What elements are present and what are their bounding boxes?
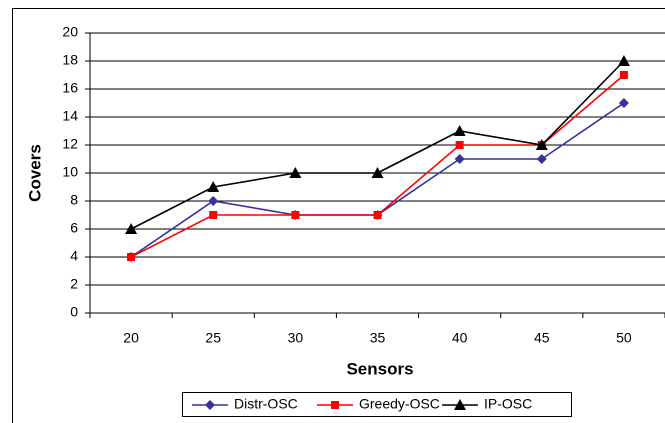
data-point bbox=[455, 141, 464, 149]
data-point bbox=[619, 71, 628, 79]
y-axis-title: Covers bbox=[25, 144, 44, 202]
data-point bbox=[371, 167, 384, 178]
x-axis-title: Sensors bbox=[346, 359, 413, 378]
data-point bbox=[208, 196, 219, 206]
y-tick-label: 14 bbox=[62, 108, 78, 124]
series-line bbox=[130, 74, 625, 258]
y-tick-label: 0 bbox=[70, 304, 78, 320]
y-tick-label: 20 bbox=[62, 24, 78, 40]
x-tick-label: 40 bbox=[452, 330, 468, 346]
legend-marker bbox=[331, 401, 339, 409]
x-tick-label: 25 bbox=[205, 330, 221, 346]
data-point bbox=[125, 223, 138, 234]
data-point bbox=[209, 211, 218, 219]
y-tick-label: 12 bbox=[62, 136, 78, 152]
x-tick-label: 30 bbox=[288, 330, 304, 346]
y-tick-label: 4 bbox=[70, 248, 78, 264]
x-tick-label: 35 bbox=[370, 330, 386, 346]
data-point bbox=[618, 98, 629, 108]
y-tick-label: 18 bbox=[62, 52, 78, 68]
data-point bbox=[454, 154, 465, 164]
legend-label: Greedy-OSC bbox=[359, 396, 440, 412]
data-point bbox=[536, 154, 547, 164]
legend-label: Distr-OSC bbox=[234, 396, 298, 412]
y-tick-label: 8 bbox=[70, 192, 78, 208]
x-tick-label: 50 bbox=[616, 330, 632, 346]
data-point bbox=[291, 211, 300, 219]
data-point bbox=[127, 253, 136, 261]
chart-frame bbox=[12, 8, 665, 423]
series-line bbox=[130, 102, 625, 258]
data-point bbox=[453, 125, 466, 136]
y-tick-label: 10 bbox=[62, 164, 78, 180]
data-point bbox=[207, 181, 220, 192]
legend-label: IP-OSC bbox=[484, 396, 532, 412]
y-tick-label: 6 bbox=[70, 220, 78, 236]
x-tick-label: 20 bbox=[123, 330, 139, 346]
x-tick-label: 45 bbox=[534, 330, 550, 346]
legend-marker bbox=[205, 400, 215, 410]
legend-marker bbox=[454, 399, 466, 410]
legend-box bbox=[182, 392, 572, 417]
data-point bbox=[373, 211, 382, 219]
y-tick-label: 2 bbox=[70, 276, 78, 292]
y-tick-label: 16 bbox=[62, 80, 78, 96]
data-point bbox=[535, 139, 548, 150]
data-point bbox=[617, 55, 630, 66]
data-point bbox=[289, 167, 302, 178]
